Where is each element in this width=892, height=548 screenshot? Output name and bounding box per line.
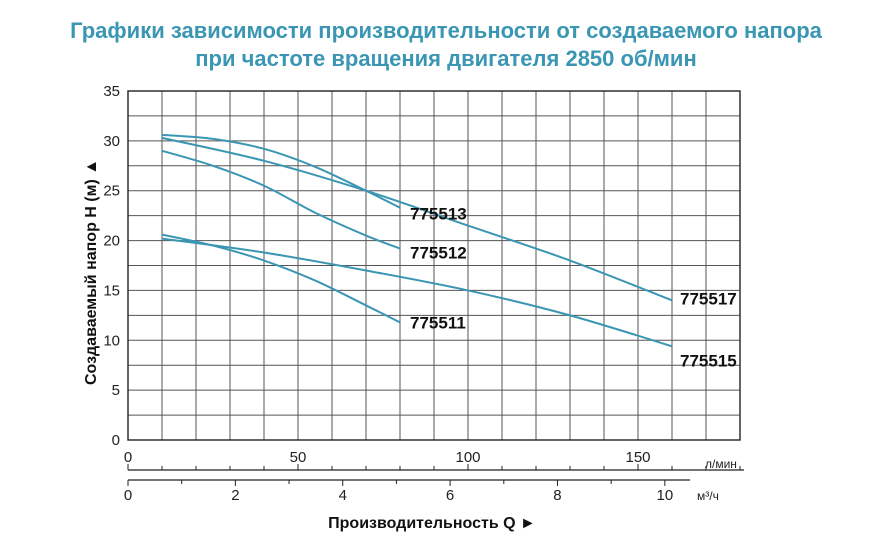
y-tick-label: 35 xyxy=(103,83,120,100)
x-tick-label: 100 xyxy=(455,449,480,466)
series-label-775513: 775513 xyxy=(410,205,467,224)
x-axis-ticks-m3h: 0 2 4 6 8 10 xyxy=(124,479,690,504)
x-axis-ticks-lpm: 0 50 100 150 xyxy=(124,449,744,471)
x-axis-title: Производительность Q ► xyxy=(328,515,536,532)
chart-title-line2: при частоте вращения двигателя 2850 об/м… xyxy=(195,46,697,71)
plot-frame xyxy=(127,90,741,441)
chart-curves xyxy=(161,133,673,348)
x-tick-label: 0 xyxy=(124,449,132,466)
x2-tick-label: 2 xyxy=(231,487,239,504)
y-tick-label: 30 xyxy=(103,133,120,150)
x2-tick-label: 0 xyxy=(124,487,132,504)
x-unit-m3h: м³/ч xyxy=(697,489,719,503)
x-unit-lpm: л/мин xyxy=(705,457,737,471)
series-label-775515: 775515 xyxy=(680,351,737,370)
y-tick-label: 0 xyxy=(112,432,120,449)
series-line-775515 xyxy=(161,237,673,348)
series-label-775511: 775511 xyxy=(410,313,466,332)
x2-tick-label: 6 xyxy=(446,487,454,504)
x-tick-label: 150 xyxy=(625,449,650,466)
series-line-775511 xyxy=(161,233,401,324)
x-tick-label: 50 xyxy=(290,449,307,466)
y-axis-ticks: 0 5 10 15 20 25 30 35 xyxy=(103,83,120,449)
series-line-775512 xyxy=(161,149,401,250)
x2-tick-label: 4 xyxy=(339,487,347,504)
series-label-775512: 775512 xyxy=(410,244,467,263)
y-tick-label: 15 xyxy=(103,282,120,299)
x2-tick-label: 8 xyxy=(553,487,561,504)
series-label-775517: 775517 xyxy=(680,289,737,308)
y-tick-label: 25 xyxy=(103,183,120,200)
y-tick-label: 5 xyxy=(112,382,120,399)
y-tick-label: 20 xyxy=(103,233,120,250)
series-line-775517 xyxy=(161,136,673,302)
chart-grid xyxy=(127,90,741,441)
y-tick-label: 10 xyxy=(103,332,120,349)
chart-title-line1: Графики зависимости производительности о… xyxy=(70,18,822,43)
series-labels: 775513 775512 775517 775511 775515 xyxy=(410,205,737,371)
y-axis-title: Создаваемый напор H (м) ▲ xyxy=(83,159,100,385)
x2-tick-label: 10 xyxy=(656,487,673,504)
